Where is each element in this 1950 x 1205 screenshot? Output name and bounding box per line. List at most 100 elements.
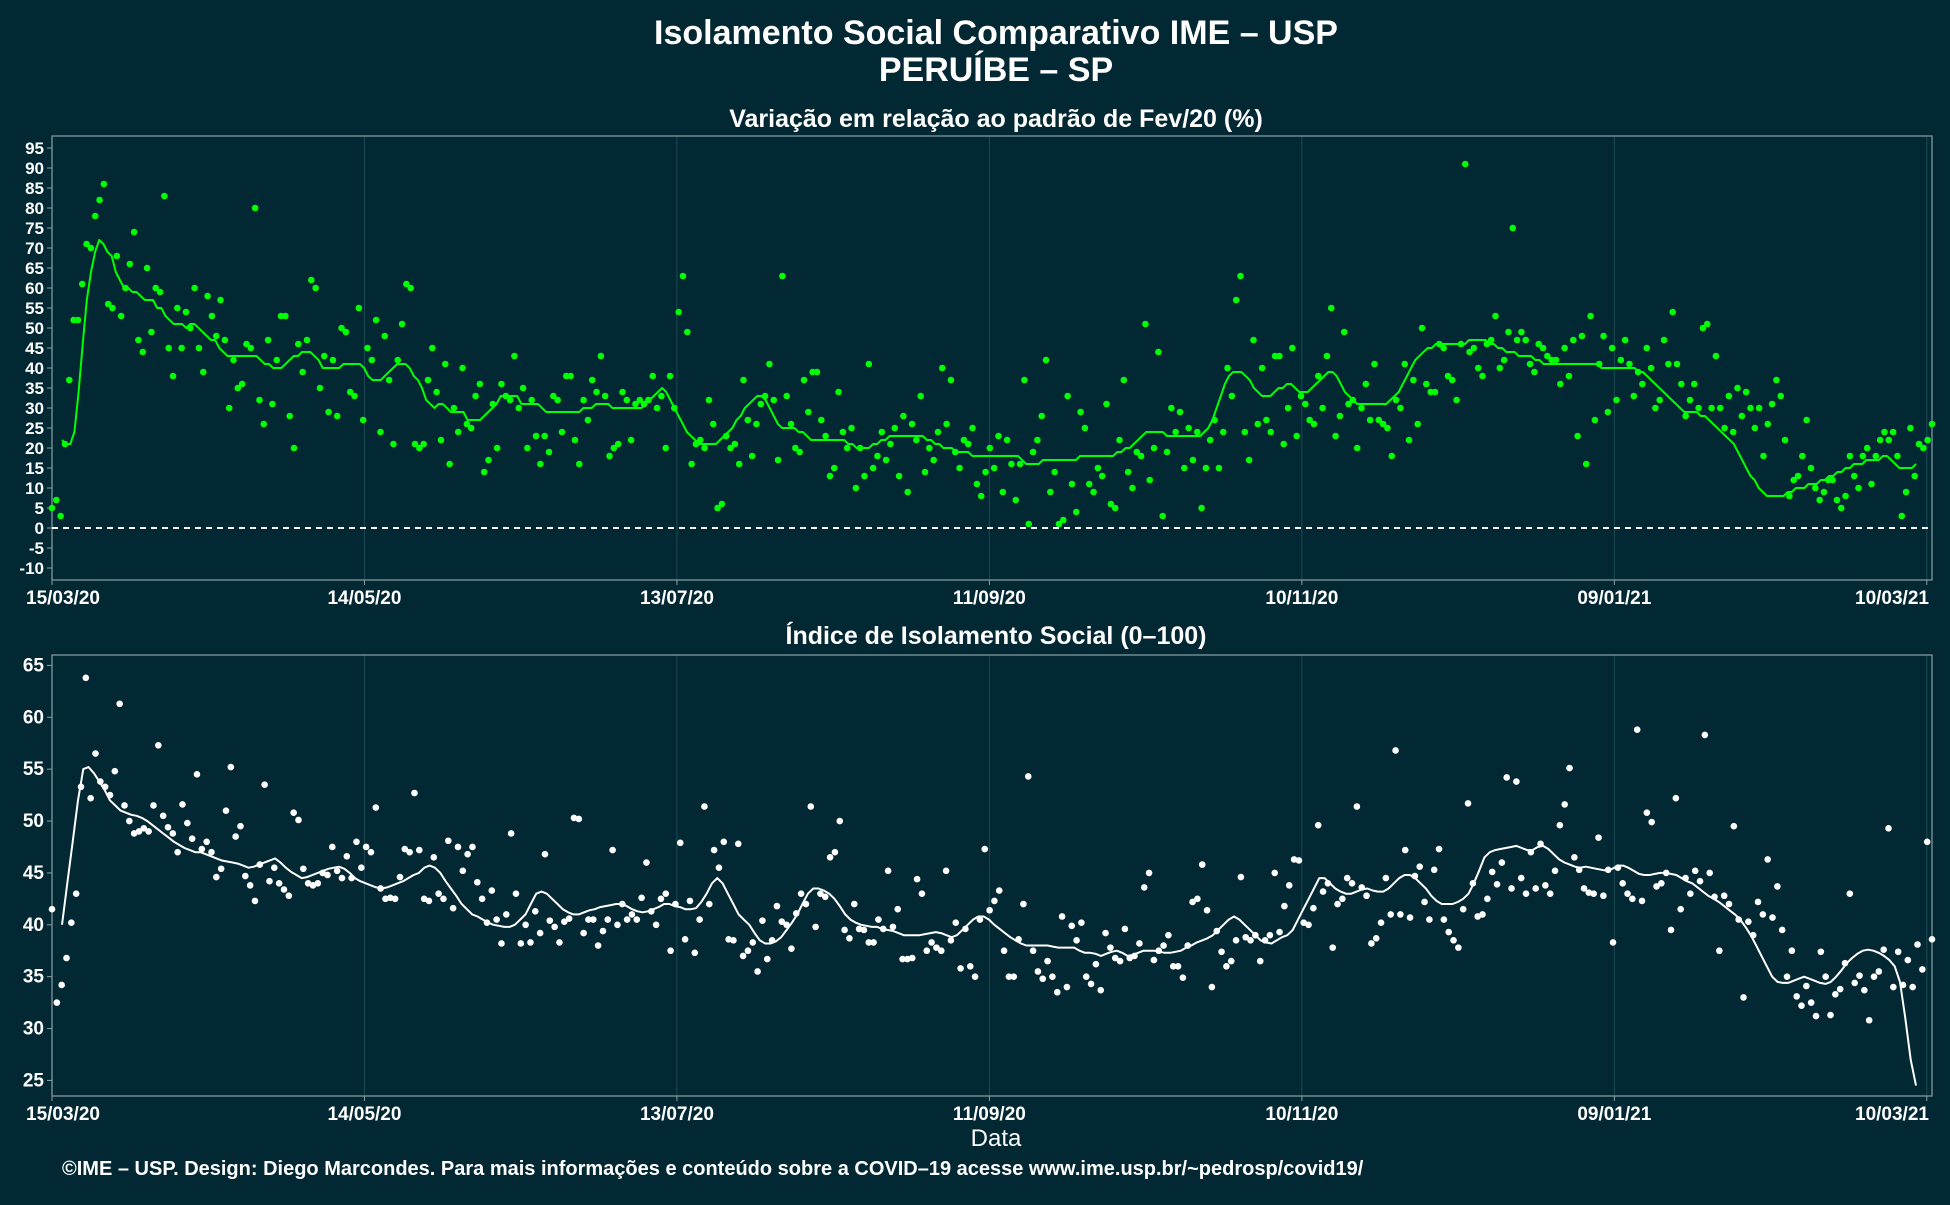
data-point <box>850 900 858 908</box>
x-tick-label: 10/03/21 <box>1855 1104 1929 1125</box>
data-point <box>1129 484 1136 492</box>
x-tick-label: 13/07/20 <box>640 1104 714 1125</box>
data-point <box>1384 424 1391 432</box>
y-tick-label: 70 <box>25 239 44 258</box>
data-point <box>957 965 964 972</box>
data-point <box>753 420 760 428</box>
data-point <box>826 472 834 480</box>
x-axis-label: Data <box>971 1125 1022 1152</box>
data-point <box>1305 921 1312 929</box>
data-point <box>1498 859 1506 866</box>
data-point <box>1561 801 1568 808</box>
data-point <box>1595 360 1603 368</box>
data-point <box>359 416 367 424</box>
data-point <box>1085 480 1093 488</box>
data-point <box>923 947 931 955</box>
data-point <box>875 916 882 923</box>
data-point <box>1712 352 1720 360</box>
data-point <box>1058 913 1066 920</box>
data-point <box>1777 392 1785 400</box>
data-point <box>805 408 812 416</box>
data-point <box>822 432 829 440</box>
data-point <box>396 873 404 881</box>
data-point <box>191 284 198 292</box>
data-point <box>1064 392 1071 400</box>
data-point <box>87 244 95 252</box>
data-point <box>545 448 553 456</box>
data-point <box>1532 885 1540 892</box>
data-point <box>63 954 70 962</box>
data-point <box>1778 926 1786 934</box>
data-point <box>889 923 897 931</box>
data-point <box>1348 879 1356 887</box>
data-point <box>1353 444 1361 452</box>
data-point <box>1215 464 1223 472</box>
data-point <box>956 464 963 472</box>
data-point <box>1258 364 1266 372</box>
data-point <box>1513 336 1521 344</box>
data-point <box>796 448 803 456</box>
data-point <box>882 456 890 464</box>
data-point <box>381 332 389 340</box>
data-point <box>614 921 621 929</box>
data-point <box>1643 344 1651 352</box>
panel-1-plot: -10-505101520253035404550556065707580859… <box>19 135 1936 609</box>
data-point <box>429 344 436 352</box>
data-point <box>537 460 544 468</box>
data-point <box>338 324 345 332</box>
data-point <box>1379 420 1387 428</box>
data-point <box>1643 809 1651 817</box>
data-point <box>1021 376 1028 384</box>
data-point <box>1928 936 1936 943</box>
data-point <box>1339 895 1346 903</box>
data-point <box>995 887 1003 894</box>
data-point <box>1677 905 1684 913</box>
data-point <box>1699 324 1707 332</box>
data-point <box>546 917 554 924</box>
data-point <box>884 867 892 875</box>
data-point <box>300 865 307 873</box>
data-point <box>507 830 515 837</box>
data-point <box>522 921 529 929</box>
data-point <box>1571 854 1578 861</box>
data-point <box>411 789 418 797</box>
data-point <box>1107 500 1115 508</box>
data-point <box>48 905 56 913</box>
data-point <box>852 484 860 492</box>
data-point <box>1812 484 1819 492</box>
data-point <box>312 284 319 292</box>
data-point <box>1430 866 1438 874</box>
data-point <box>1297 392 1305 400</box>
data-point <box>1751 424 1759 432</box>
data-point <box>174 304 181 312</box>
x-tick-label: 11/09/20 <box>953 588 1026 609</box>
data-point <box>1049 973 1056 980</box>
data-point <box>78 280 86 288</box>
data-point <box>900 412 907 420</box>
data-point <box>623 396 631 404</box>
data-point <box>947 937 955 944</box>
data-point <box>1289 344 1296 352</box>
data-point <box>314 879 322 887</box>
y-tick-label: 40 <box>25 359 44 378</box>
x-tick-label: 15/03/20 <box>26 1104 100 1125</box>
data-point <box>188 835 196 842</box>
data-point <box>1363 892 1370 900</box>
data-point <box>1232 937 1240 944</box>
data-point <box>1137 452 1145 460</box>
data-point <box>385 376 393 384</box>
data-point <box>193 771 201 778</box>
data-point <box>1081 424 1089 432</box>
data-point <box>1582 460 1590 468</box>
data-point <box>1812 1012 1820 1020</box>
data-point <box>1701 731 1709 739</box>
data-point <box>773 902 781 910</box>
data-point <box>232 833 239 840</box>
data-point <box>152 284 160 292</box>
data-point <box>681 936 689 943</box>
data-point <box>1487 336 1495 344</box>
data-point <box>1181 464 1188 472</box>
data-point <box>1392 747 1399 754</box>
data-point <box>1228 392 1236 400</box>
data-point <box>1371 360 1378 368</box>
